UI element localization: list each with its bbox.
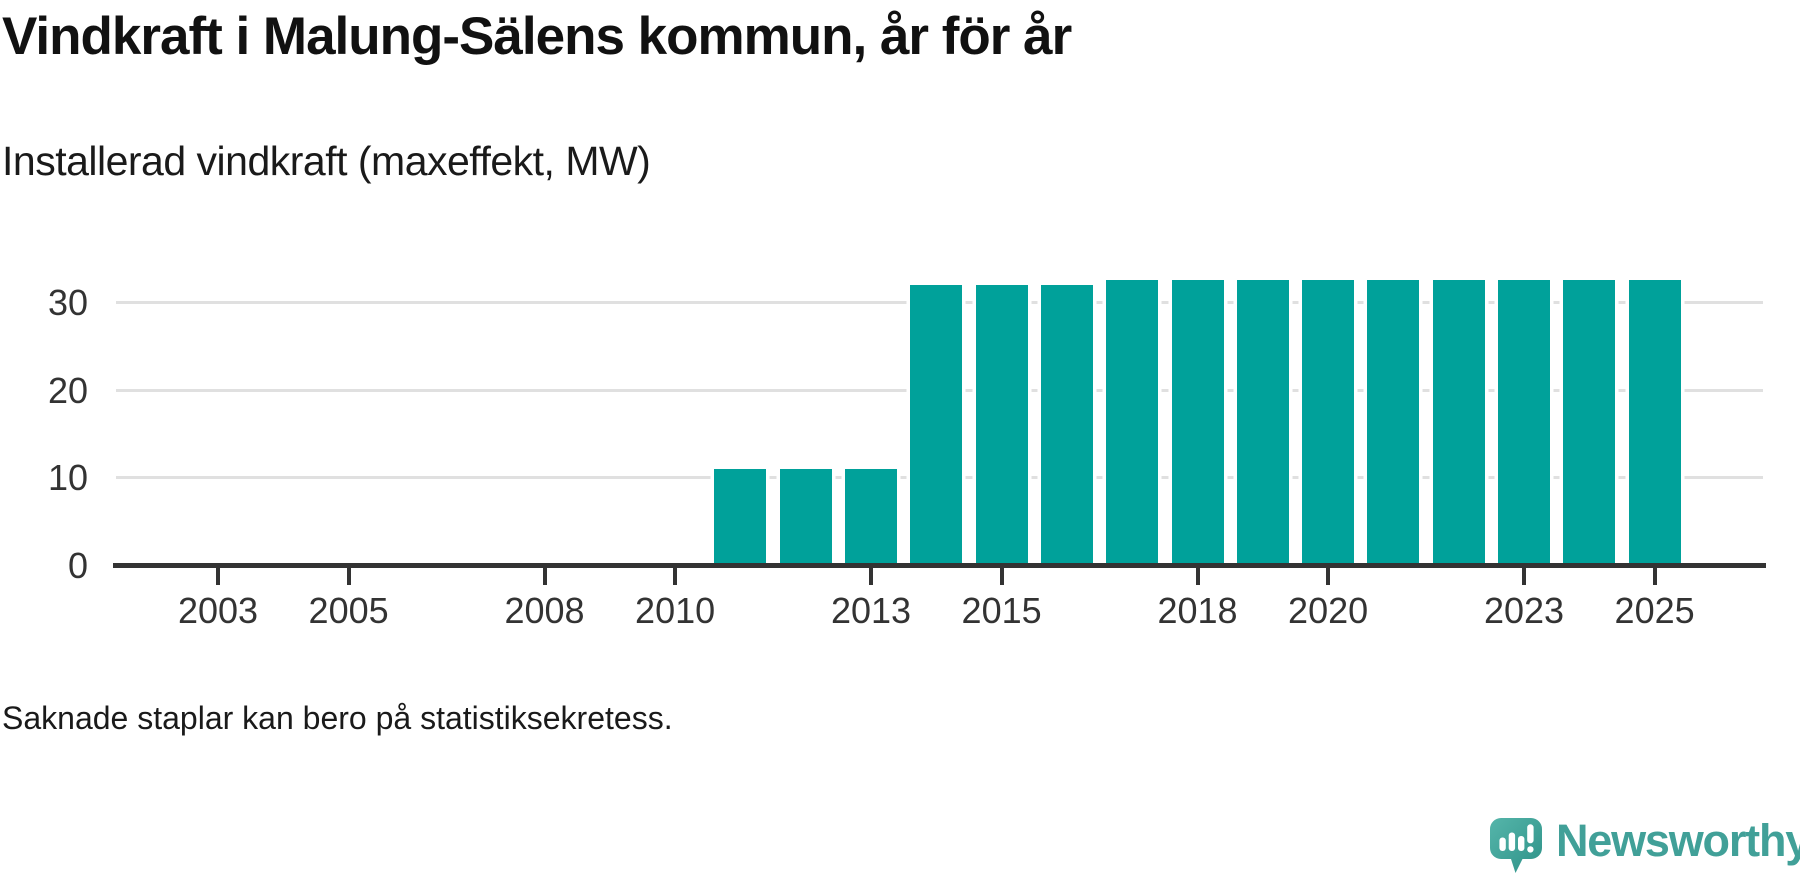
x-tick-2018 (1195, 568, 1200, 585)
brand-logo: Newsworthy (1490, 818, 1800, 876)
bar-2013 (845, 469, 897, 563)
x-axis-label-2015: 2015 (961, 590, 1042, 631)
bar-2025 (1628, 280, 1681, 563)
x-axis-label-2020: 2020 (1288, 590, 1369, 631)
brand-name: Newsworthy (1556, 815, 1800, 866)
y-axis-label-20: 20 (47, 369, 88, 411)
bar-2016 (1040, 285, 1093, 563)
x-axis-label-2010: 2010 (635, 590, 716, 631)
y-axis-label-0: 0 (67, 544, 88, 586)
x-tick-2013 (869, 568, 873, 585)
newsworthy-speech-bubble-barchart-icon (1490, 818, 1542, 873)
x-tick-2020 (1326, 568, 1331, 585)
x-axis-line (113, 563, 1766, 568)
x-axis-label-2005: 2005 (308, 590, 389, 631)
x-axis-label-2003: 2003 (177, 590, 259, 631)
bar-2011 (714, 469, 767, 563)
x-axis-label-2023: 2023 (1483, 590, 1565, 631)
chart-title: Vindkraft i Malung-Sälens kommun, år för… (2, 7, 1072, 66)
x-axis-label-2018: 2018 (1157, 590, 1238, 631)
chart-subtitle: Installerad vindkraft (maxeffekt, MW) (2, 138, 651, 184)
x-tick-2010 (673, 568, 678, 585)
x-tick-2025 (1652, 568, 1657, 585)
bar-2022 (1432, 280, 1485, 563)
bar-2018 (1171, 280, 1224, 563)
bar-2024 (1563, 280, 1616, 563)
x-axis-label-2025: 2025 (1614, 590, 1695, 631)
bar-2012 (779, 469, 832, 563)
x-axis-label-2013: 2013 (830, 590, 912, 631)
bar-2023 (1498, 280, 1550, 563)
x-tick-2008 (542, 568, 547, 585)
bar-2021 (1367, 280, 1420, 563)
bar-2017 (1106, 280, 1159, 563)
x-tick-2005 (346, 568, 351, 585)
bar-2015 (975, 285, 1028, 563)
x-tick-2023 (1522, 568, 1526, 585)
footnote: Saknade staplar kan bero på statistiksek… (2, 700, 673, 736)
x-axis-label-2008: 2008 (504, 590, 585, 631)
y-axis-label-10: 10 (47, 457, 88, 498)
y-axis-label-30: 30 (47, 282, 88, 323)
bar-2019 (1236, 280, 1289, 563)
bar-chart-plot-area: 30 20 10 0 2003 2005 2008 2010 2013 2015 2018 2020… (47, 280, 1766, 631)
bar-2020 (1302, 280, 1355, 563)
bar-2014 (910, 285, 963, 563)
x-tick-2003 (216, 568, 220, 585)
x-tick-2015 (999, 568, 1004, 585)
